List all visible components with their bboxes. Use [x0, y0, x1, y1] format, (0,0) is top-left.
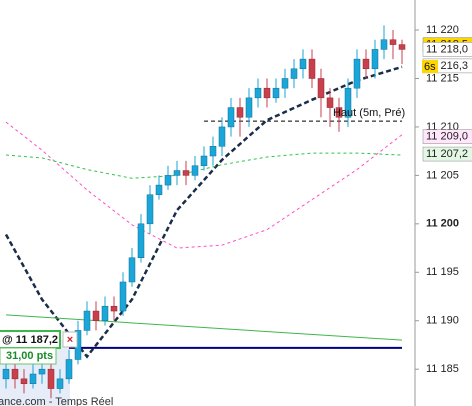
candle-body — [56, 378, 64, 389]
candle-body — [128, 257, 136, 283]
indicator-line — [5, 121, 403, 249]
source-label: ance.com - Temps Réel — [0, 396, 113, 406]
price-tag: 11 207,2 — [426, 148, 468, 160]
candle-body — [263, 87, 271, 99]
y-tick-label: 11 190 — [426, 315, 459, 327]
annotation: Haut (5m, Pré) — [333, 107, 405, 119]
candle-body — [398, 44, 406, 50]
candle-body — [245, 97, 253, 118]
candle-body — [29, 373, 37, 384]
candle-body — [200, 155, 208, 166]
timer-box — [422, 60, 438, 73]
price-tag: 11 218,0 — [426, 43, 468, 55]
candle-body — [272, 87, 280, 99]
indicator-line — [5, 314, 403, 341]
price-tag-box — [422, 129, 472, 144]
candle-body — [326, 97, 334, 108]
candle-body — [11, 368, 19, 380]
candle-body — [137, 223, 145, 258]
candle-body — [164, 175, 172, 186]
y-tick-label: 11 185 — [426, 363, 459, 375]
candle-body — [281, 78, 289, 89]
candle-body — [65, 359, 73, 380]
close-button[interactable] — [62, 331, 78, 348]
y-tick-label: 11 200 — [426, 218, 459, 230]
candle-body — [2, 368, 10, 380]
indicator-line — [4, 65, 403, 359]
candle-body — [299, 58, 307, 70]
candle-body — [371, 49, 379, 70]
candle-body — [20, 378, 28, 384]
candle-body — [209, 146, 217, 157]
candle-body — [173, 170, 181, 176]
candle-body — [101, 305, 109, 321]
candle-body — [380, 39, 388, 50]
candle-body — [119, 281, 127, 312]
candle-body — [227, 107, 235, 128]
candle-body — [110, 305, 118, 312]
distance-label: 31,00 pts — [6, 350, 53, 362]
y-tick-label: 11 215 — [426, 72, 459, 84]
price-tag: 11 209,0 — [426, 131, 468, 143]
timer: 6s — [424, 61, 436, 73]
candle-body — [38, 368, 46, 375]
candle-body — [218, 126, 226, 147]
y-tick-label: 11 195 — [426, 266, 459, 278]
candle-body — [389, 39, 397, 45]
y-tick-label: 11 220 — [426, 24, 459, 36]
y-tick-label: 11 205 — [426, 169, 459, 181]
candle-body — [362, 58, 370, 70]
distance-box — [0, 347, 57, 365]
candle-body — [344, 87, 352, 118]
candle-body — [146, 194, 154, 225]
candle-body — [335, 107, 343, 118]
candle-body — [290, 68, 298, 79]
close-icon: × — [67, 334, 73, 346]
candle-body — [182, 170, 190, 176]
candle-body — [317, 78, 325, 99]
price-tag-box — [422, 146, 472, 162]
candle-body — [155, 184, 163, 196]
candle-body — [92, 310, 100, 321]
candle-body — [191, 165, 199, 176]
order-tag: @ 11 187,2 — [2, 334, 58, 346]
candle-body — [236, 107, 244, 118]
candle-body — [308, 58, 316, 79]
candle-body — [254, 87, 262, 99]
candle-body — [83, 310, 91, 331]
price-tag-box — [422, 42, 472, 57]
candle-body — [47, 368, 55, 389]
candle-body — [353, 58, 361, 89]
